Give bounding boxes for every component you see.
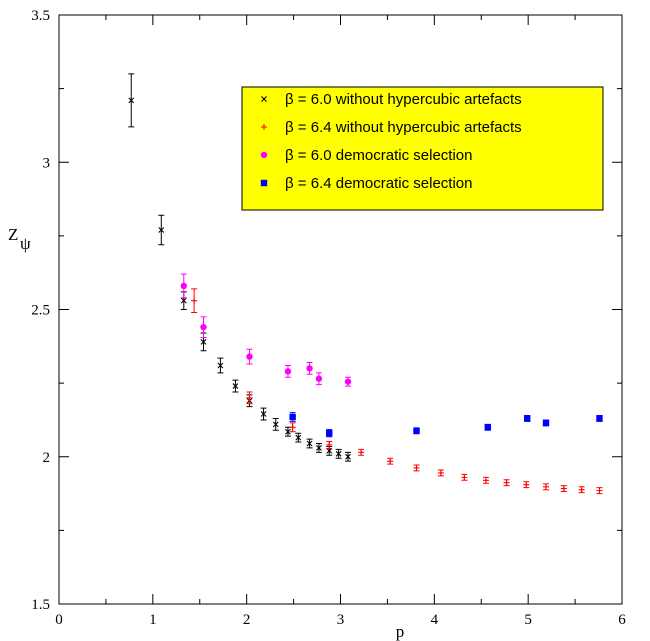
data-point	[542, 419, 550, 427]
x-tick-label: 2	[243, 612, 251, 628]
data-point	[289, 413, 296, 421]
y-tick-label: 3.5	[31, 8, 50, 24]
y-tick-label: 2.5	[31, 303, 50, 319]
data-point	[560, 485, 567, 492]
data-point	[289, 424, 296, 431]
x-tick-label: 5	[524, 612, 532, 628]
data-point	[542, 483, 549, 490]
data-point	[326, 429, 333, 437]
data-point	[232, 383, 239, 389]
legend-label: β = 6.4 without hypercubic artefacts	[285, 119, 522, 136]
y-axis-title-subscript: ψ	[20, 234, 31, 253]
data-point	[326, 447, 333, 454]
data-point	[285, 428, 291, 435]
y-tick-label: 3	[43, 155, 51, 171]
legend-items: β = 6.0 without hypercubic artefacts β = …	[260, 91, 522, 192]
y-axis-title: Z	[8, 225, 18, 244]
legend-label: β = 6.0 without hypercubic artefacts	[285, 91, 522, 108]
x-tick-label: 0	[55, 612, 63, 628]
data-point	[482, 477, 489, 484]
legend-marker	[261, 124, 267, 130]
data-point	[413, 427, 420, 435]
data-point	[335, 450, 342, 457]
data-series	[128, 73, 603, 495]
data-point	[295, 434, 302, 441]
legend: β = 6.0 without hypercubic artefacts β = …	[241, 86, 604, 211]
y-tick-label: 1.5	[31, 597, 50, 613]
data-point	[180, 297, 187, 304]
data-point	[180, 282, 187, 290]
x-axis-title: p	[396, 622, 405, 641]
data-point	[200, 323, 207, 331]
data-point	[306, 365, 313, 372]
legend-marker	[260, 151, 268, 159]
data-point	[272, 421, 279, 428]
data-point	[387, 458, 394, 465]
data-point	[484, 424, 492, 431]
data-point	[344, 378, 352, 385]
data-point	[345, 453, 351, 460]
data-point	[316, 445, 322, 451]
data-point	[413, 464, 420, 471]
data-point	[523, 481, 530, 488]
data-point	[358, 449, 365, 456]
x-tick-label: 6	[618, 612, 626, 628]
data-point	[306, 440, 313, 447]
legend-label: β = 6.0 democratic selection	[285, 147, 472, 164]
data-point	[128, 97, 135, 104]
data-point	[596, 415, 603, 422]
data-point	[284, 368, 292, 375]
data-point	[246, 394, 253, 401]
data-point	[503, 479, 510, 486]
x-tick-label: 3	[337, 612, 345, 628]
data-point	[596, 487, 603, 494]
legend-marker	[260, 179, 268, 187]
series-3	[180, 273, 352, 387]
legend-label: β = 6.4 democratic selection	[285, 175, 472, 192]
data-point	[461, 474, 468, 481]
x-tick-label: 1	[149, 612, 157, 628]
data-point	[246, 353, 253, 360]
series-2	[191, 288, 603, 495]
data-point	[217, 362, 224, 369]
data-point	[437, 469, 444, 476]
y-tick-label: 2	[43, 450, 51, 466]
legend-marker	[261, 96, 267, 102]
series-4	[289, 412, 603, 438]
data-point	[326, 441, 333, 448]
data-point	[191, 297, 198, 304]
data-point	[158, 227, 165, 233]
data-point	[315, 375, 323, 382]
axis-ticks	[58, 14, 623, 605]
x-tick-label: 4	[431, 612, 439, 628]
data-point	[524, 415, 531, 422]
data-point	[260, 411, 267, 417]
data-point	[200, 339, 207, 345]
legend-box	[241, 86, 604, 211]
data-point	[578, 486, 585, 493]
axis-tick-labels: 0 1 2 3 4 5 6 1.5 2 2.5 3 3.5	[31, 8, 626, 628]
